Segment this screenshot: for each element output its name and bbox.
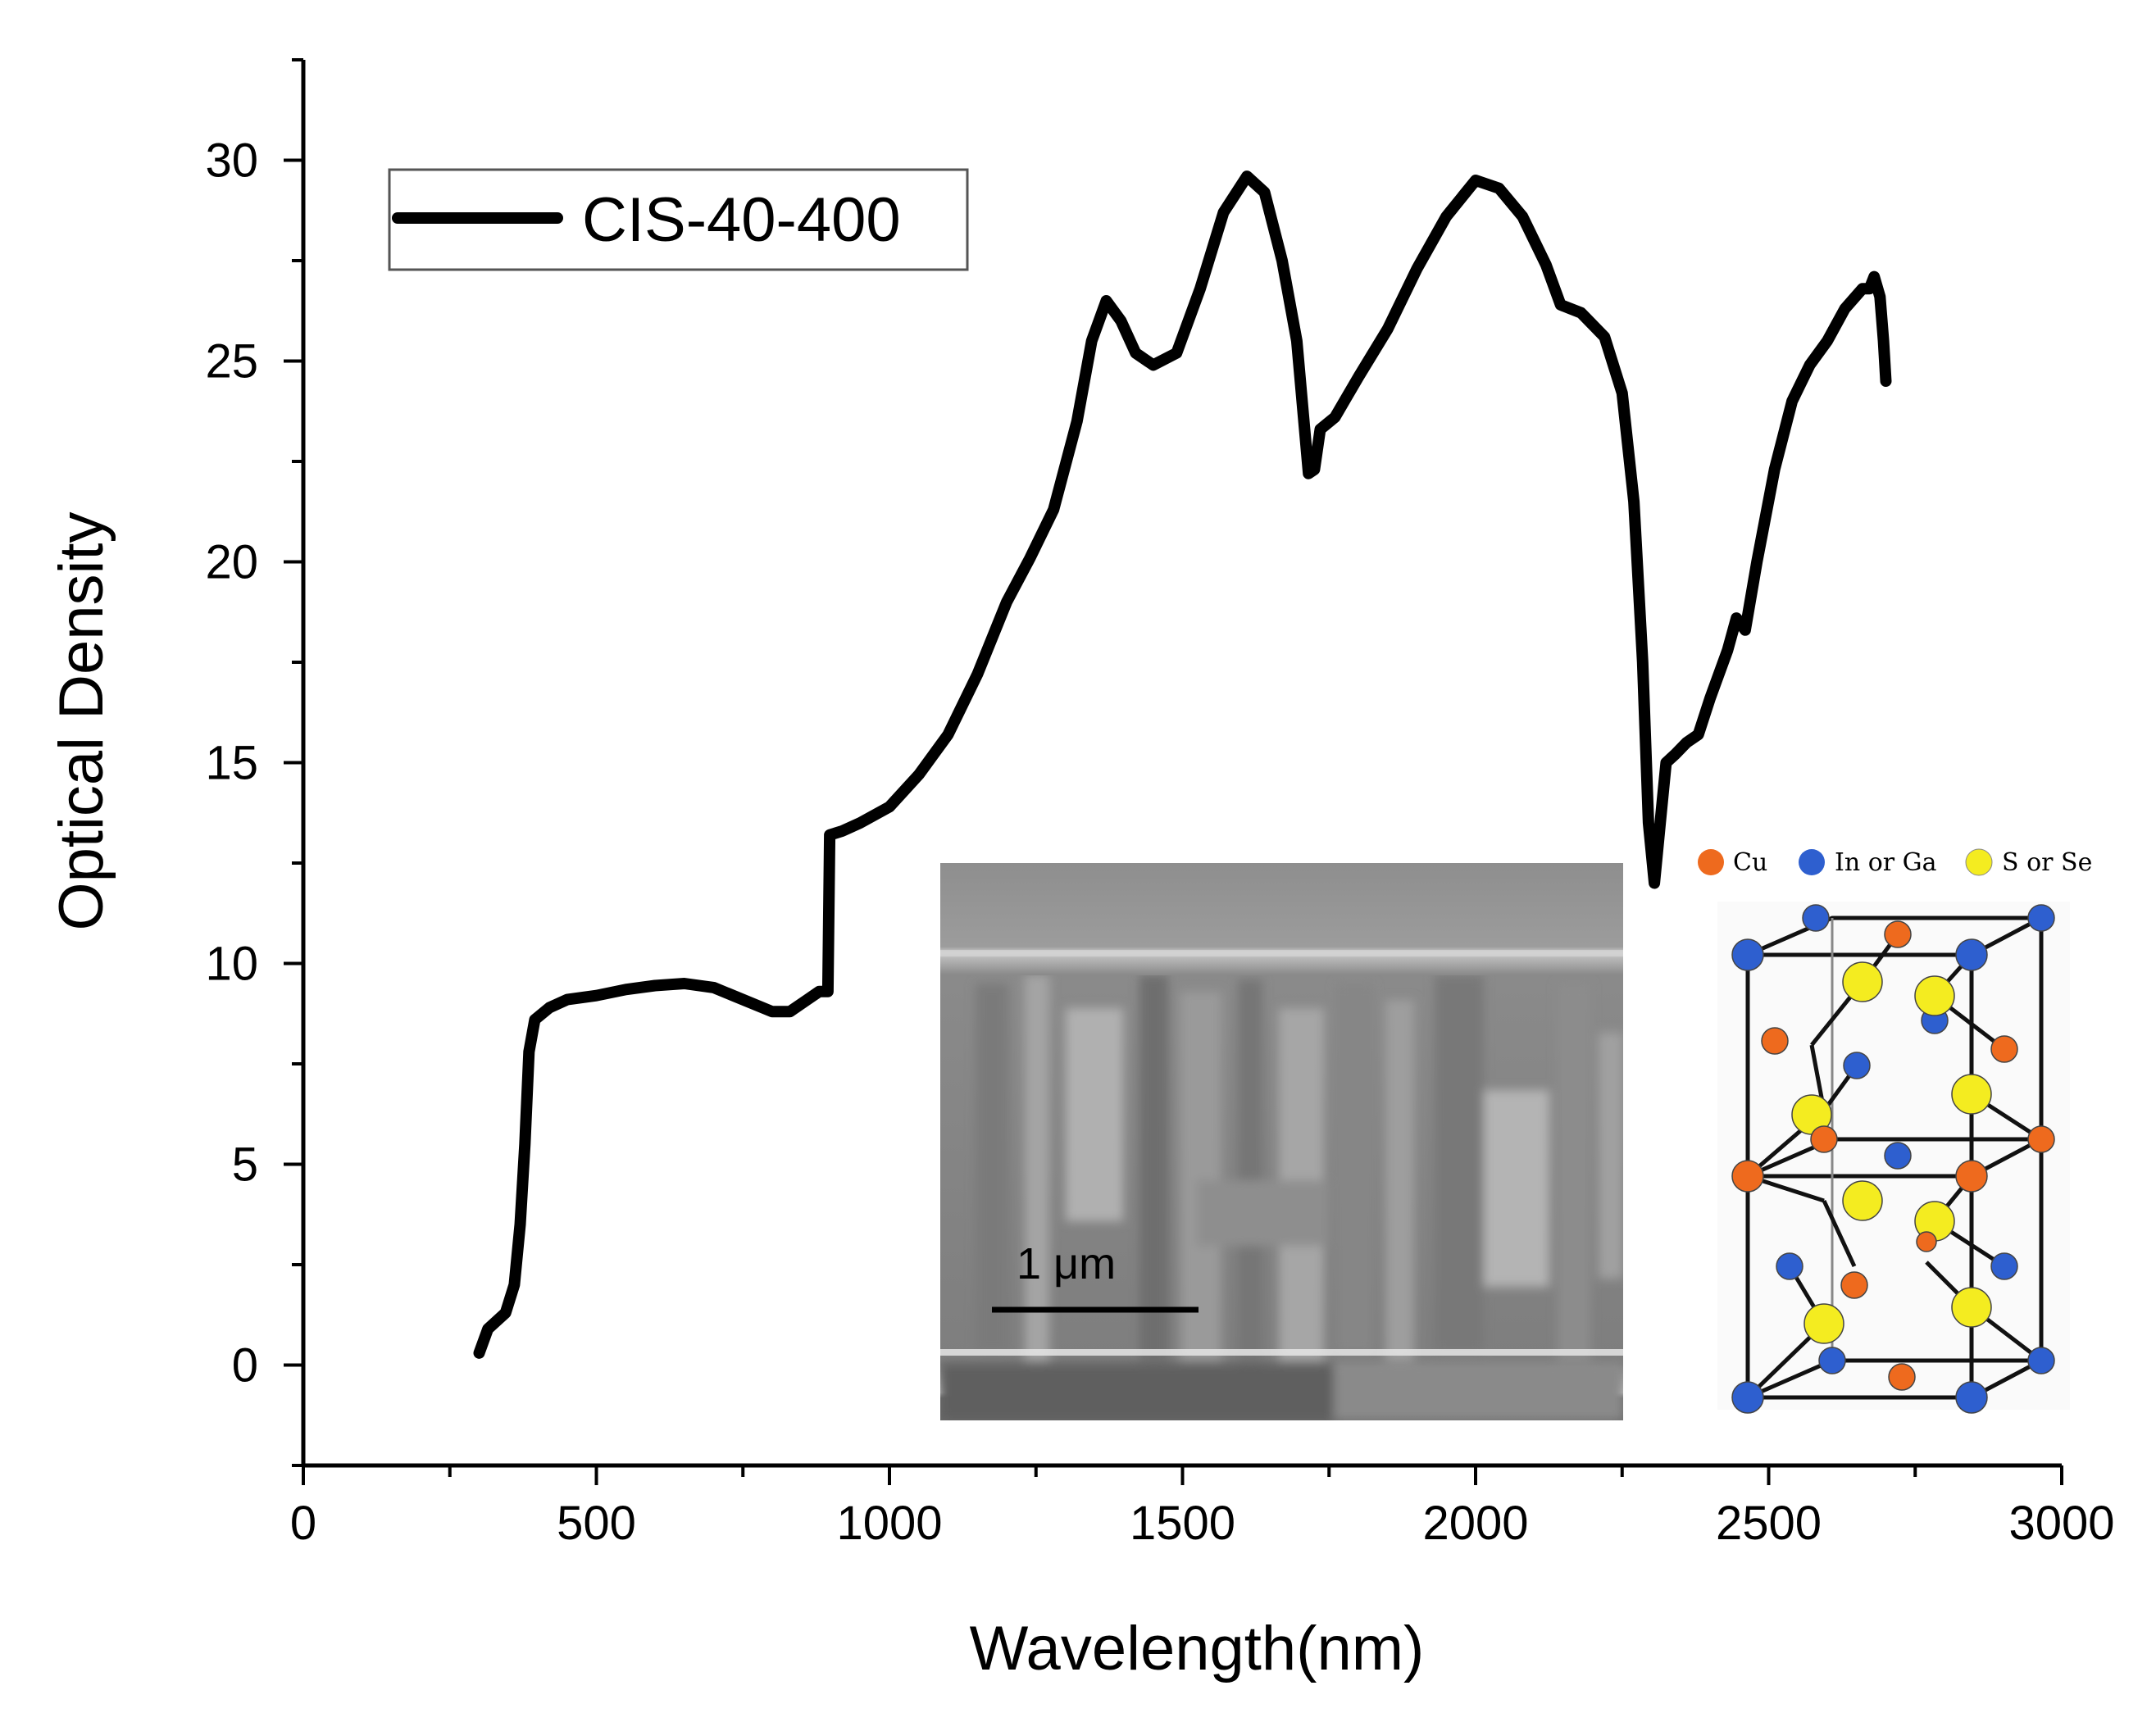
legend-label: CIS-40-400 [582,185,901,255]
cu-atom [1840,1271,1868,1299]
x-axis-title: Wavelength(nm) [970,1614,1425,1683]
s-se-atom [1914,975,1955,1016]
crystal-legend: Cu In or Ga S or Se [1698,848,2092,877]
in-ga-atom [1990,1252,2018,1280]
cu-atom [1990,1035,2018,1063]
x-tick-label: 2500 [1716,1497,1822,1550]
in-ga-atom [1884,1142,1912,1170]
in-ga-atom [1731,1381,1764,1414]
in-ga-atom [1776,1252,1803,1280]
cu-atom [1916,1231,1937,1252]
crystal-atoms [1731,904,2055,1414]
legend-s-se-dot [1965,848,1993,876]
sem-image-inset: 1 μm [940,863,1623,1420]
x-tick-label: 500 [557,1497,636,1550]
in-ga-atom [1955,938,1988,971]
in-ga-atom [2027,1347,2055,1374]
cu-atom [1955,1160,1988,1193]
x-tick-label: 0 [290,1497,316,1550]
in-ga-atom [2027,904,2055,932]
cu-atom [1731,1160,1764,1193]
x-tick-label: 3000 [2008,1497,2114,1550]
cu-atom [2027,1125,2055,1153]
y-tick-label: 15 [205,737,258,790]
y-tick-label: 5 [232,1138,258,1192]
legend-in-ga-dot [1799,849,1825,875]
legend-s-se-label: S or Se [2002,848,2092,877]
scale-bar-label: 1 μm [1017,1239,1116,1288]
in-ga-atom [1843,1052,1871,1079]
cu-atom [1884,920,1912,948]
s-se-atom [1951,1074,1992,1115]
in-ga-atom [1955,1381,1988,1414]
cu-atom [1810,1125,1838,1153]
in-ga-atom [1818,1347,1846,1374]
legend-cu-dot [1698,849,1724,875]
x-tick-label: 1000 [836,1497,942,1550]
cu-atom [1888,1363,1916,1391]
legend: CIS-40-400 [388,168,969,271]
x-tick-label: 1500 [1130,1497,1235,1550]
legend-in-ga-label: In or Ga [1835,848,1937,877]
s-se-atom [1951,1287,1992,1328]
y-tick-label: 10 [205,938,258,991]
cu-atom [1761,1027,1789,1055]
y-tick-label: 25 [205,335,258,388]
y-tick-label: 20 [205,536,258,589]
s-se-atom [1803,1303,1844,1344]
ticks: 0 500 1000 1500 2000 2500 3000 0 5 10 15 20 25 30 [205,58,2115,1550]
bond [1822,1199,1857,1268]
s-se-atom [1842,961,1883,1002]
crystal-structure-inset: Cu In or Ga S or Se [1698,848,2092,1414]
x-tick-label: 2000 [1422,1497,1528,1550]
in-ga-atom [1802,904,1830,932]
sem-columnar-grains [940,975,1623,1420]
series-layer [473,170,1892,1359]
y-tick-label: 0 [232,1339,258,1393]
legend-cu-label: Cu [1733,848,1767,877]
series-line-cis-40-400 [473,170,1892,1359]
s-se-atom [1842,1180,1883,1221]
in-ga-atom [1731,938,1764,971]
y-axis-title: Optical Density [47,511,116,930]
y-tick-label: 30 [205,134,258,188]
